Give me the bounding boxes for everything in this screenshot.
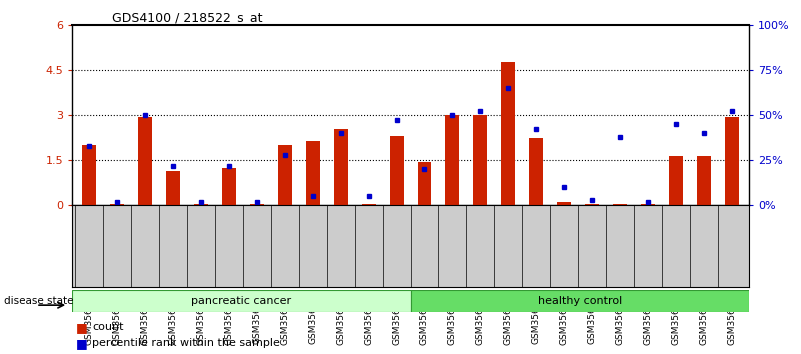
Bar — [306, 141, 320, 205]
Bar — [333, 129, 348, 205]
Bar — [586, 204, 599, 205]
Bar — [697, 156, 711, 205]
Bar — [445, 115, 460, 205]
Bar — [110, 204, 124, 205]
Bar — [278, 145, 292, 205]
Bar — [361, 204, 376, 205]
Text: count: count — [92, 322, 123, 332]
Bar — [614, 204, 627, 205]
Bar — [669, 156, 683, 205]
Text: healthy control: healthy control — [537, 296, 622, 306]
Bar — [250, 204, 264, 205]
Bar — [138, 116, 152, 205]
Text: disease state: disease state — [4, 296, 74, 306]
Bar — [725, 116, 739, 205]
Text: GDS4100 / 218522_s_at: GDS4100 / 218522_s_at — [112, 11, 263, 24]
Bar — [417, 162, 432, 205]
Bar — [194, 204, 207, 205]
Bar — [222, 168, 235, 205]
Bar — [501, 62, 515, 205]
Bar — [642, 204, 655, 205]
Bar — [473, 115, 488, 205]
Text: pancreatic cancer: pancreatic cancer — [191, 296, 292, 306]
Bar — [529, 138, 543, 205]
Bar — [557, 202, 571, 205]
Bar — [82, 145, 96, 205]
Text: ■: ■ — [76, 337, 88, 350]
Bar — [72, 290, 411, 312]
Text: percentile rank within the sample: percentile rank within the sample — [92, 338, 280, 348]
Bar — [389, 136, 404, 205]
Bar — [411, 290, 749, 312]
Bar — [166, 171, 179, 205]
Text: ■: ■ — [76, 321, 88, 334]
